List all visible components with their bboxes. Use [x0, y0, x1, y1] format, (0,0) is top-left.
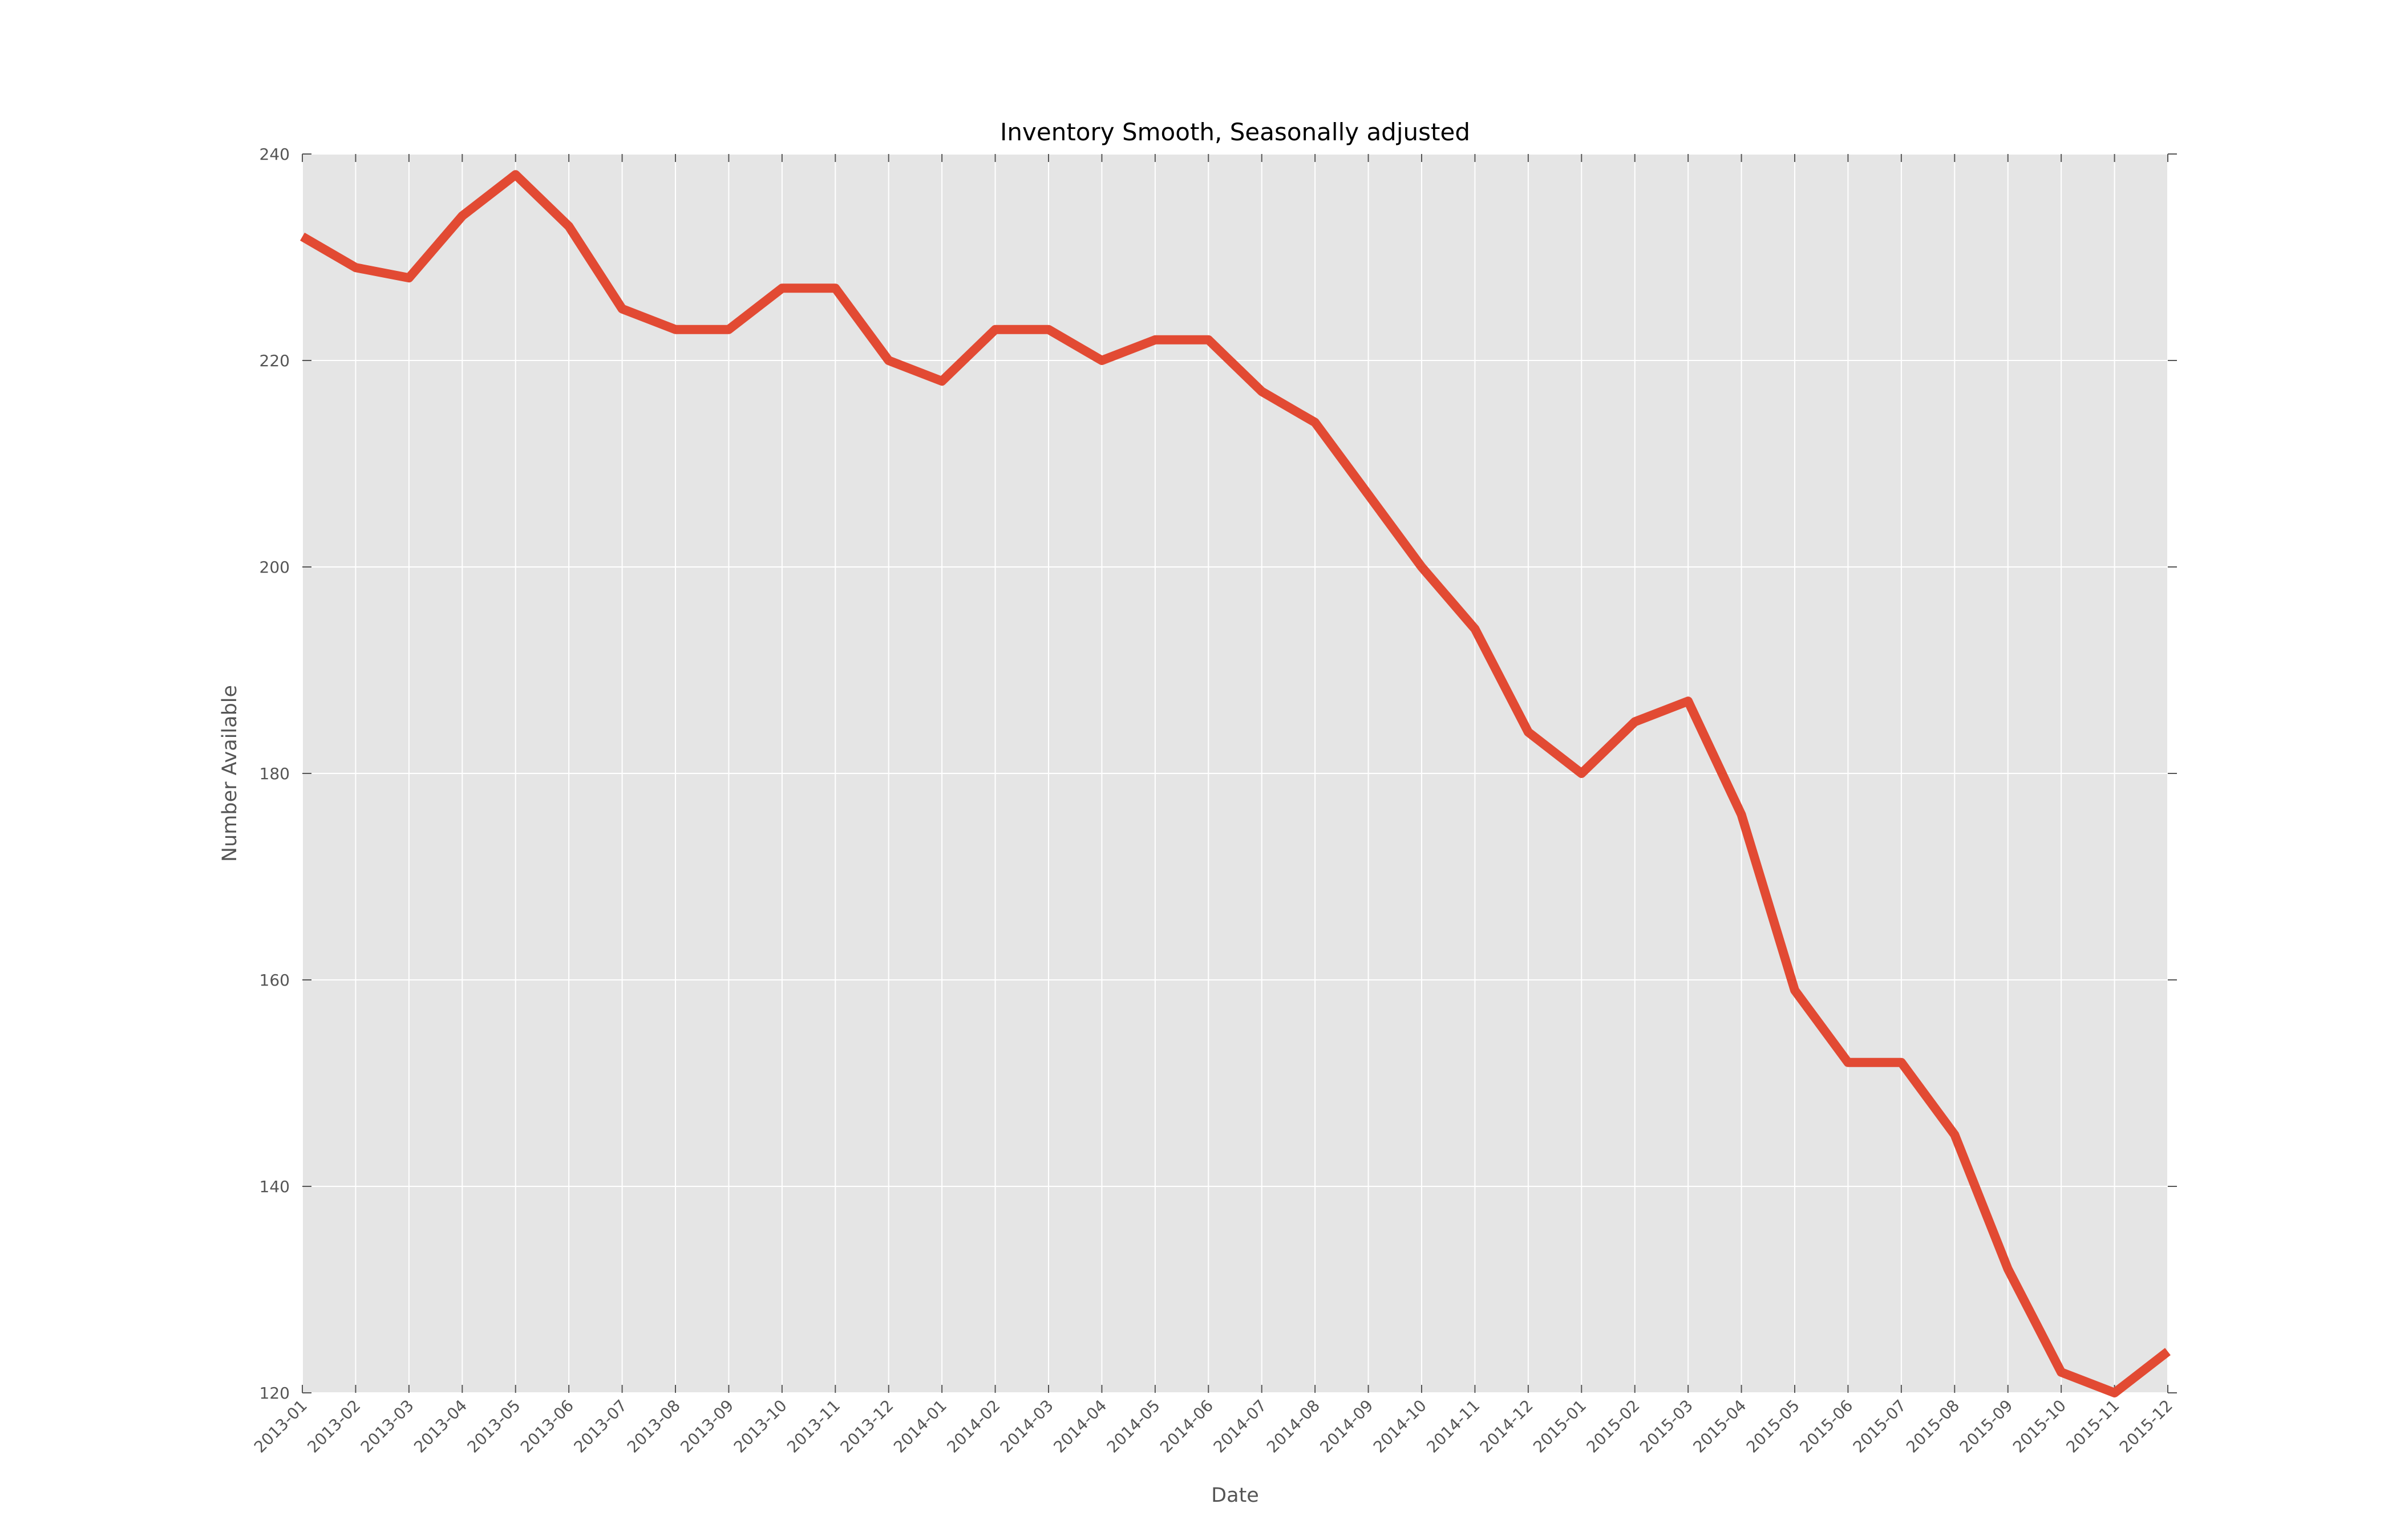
y-tick-label: 120: [260, 1384, 290, 1403]
y-tick-label: 140: [260, 1177, 290, 1196]
x-tick-label: 2014-04: [1050, 1396, 1110, 1457]
x-tick-label: 2014-03: [997, 1396, 1057, 1457]
x-tick-label: 2013-02: [303, 1396, 364, 1457]
x-tick-label: 2015-04: [1689, 1396, 1750, 1457]
x-tick-label: 2015-06: [1796, 1396, 1856, 1457]
x-tick-label: 2014-02: [943, 1396, 1003, 1457]
x-tick-label: 2013-12: [837, 1396, 897, 1457]
x-tick-label: 2014-06: [1156, 1396, 1217, 1457]
x-tick-label: 2015-02: [1583, 1396, 1644, 1457]
x-tick-label: 2015-09: [1956, 1396, 2017, 1457]
ticks: [302, 153, 2177, 1393]
x-tick-label: 2015-01: [1529, 1396, 1590, 1457]
x-tick-label: 2015-12: [2116, 1396, 2176, 1457]
y-tick-label: 200: [260, 558, 290, 577]
x-tick-label: 2014-09: [1316, 1396, 1377, 1457]
x-tick-label: 2015-03: [1636, 1396, 1697, 1457]
x-tick-label: 2015-05: [1743, 1396, 1803, 1457]
x-tick-label: 2014-01: [890, 1396, 950, 1457]
x-tick-label: 2014-08: [1263, 1396, 1324, 1457]
x-tick-label: 2014-05: [1103, 1396, 1164, 1457]
x-tick-label: 2015-07: [1849, 1396, 1910, 1457]
x-tick-label: 2013-09: [677, 1396, 737, 1457]
x-tick-label: 2013-03: [357, 1396, 418, 1457]
y-tick-label: 180: [260, 764, 290, 783]
series-line: [300, 170, 2171, 1397]
x-tick-label: 2015-08: [1903, 1396, 1963, 1457]
chart-title: Inventory Smooth, Seasonally adjusted: [1000, 118, 1470, 146]
x-tick-label: 2013-04: [410, 1396, 471, 1457]
x-tick-label: 2014-07: [1210, 1396, 1270, 1457]
x-tick-label: 2013-10: [730, 1396, 791, 1457]
x-tick-label: 2014-10: [1370, 1396, 1430, 1457]
x-tick-label: 2013-01: [250, 1396, 311, 1457]
x-tick-label: 2013-06: [517, 1396, 577, 1457]
x-tick-label: 2015-10: [2009, 1396, 2070, 1457]
x-tick-label: 2015-11: [2062, 1396, 2123, 1457]
y-axis-label: Number Available: [218, 685, 241, 862]
x-axis-label: Date: [1211, 1484, 1259, 1507]
x-tick-label: 2013-11: [783, 1396, 844, 1457]
y-tick-label: 220: [260, 351, 290, 370]
x-tick-label: 2013-08: [624, 1396, 684, 1457]
y-tick-label: 240: [260, 145, 290, 164]
x-tick-label: 2014-12: [1476, 1396, 1537, 1457]
y-tick-label: 160: [260, 971, 290, 990]
x-tick-label: 2013-05: [464, 1396, 524, 1457]
x-tick-label: 2013-07: [570, 1396, 630, 1457]
x-tick-label: 2014-11: [1423, 1396, 1483, 1457]
